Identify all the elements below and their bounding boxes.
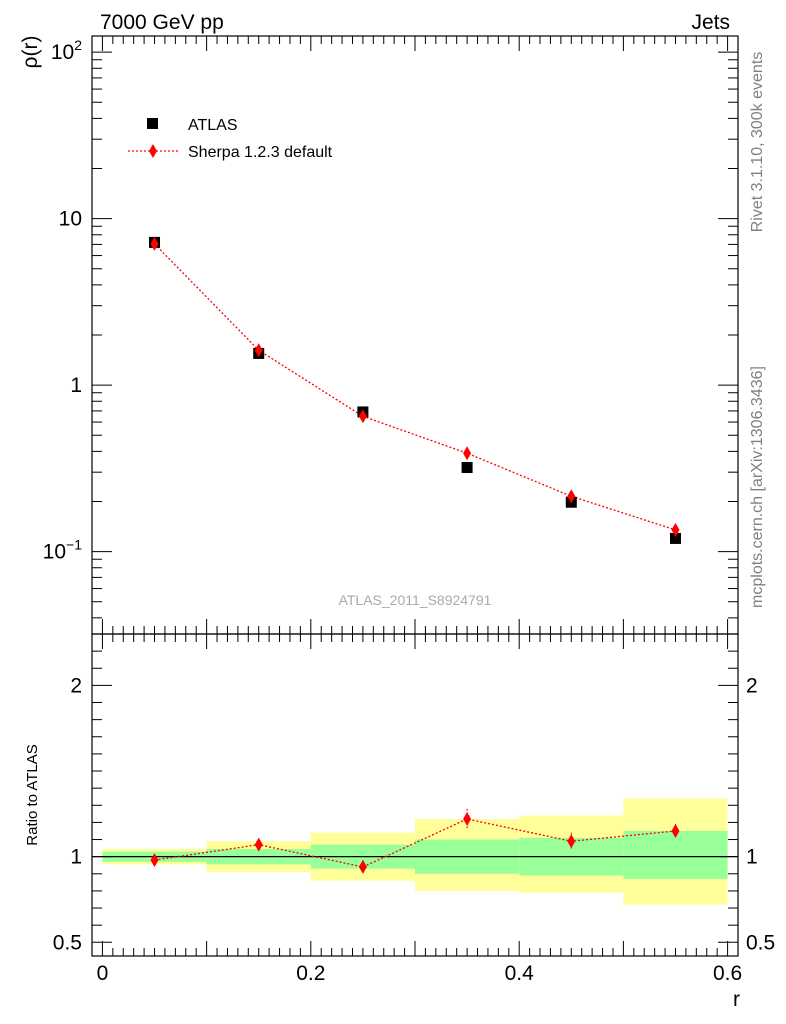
ratio-panel-frame	[91, 633, 739, 957]
ratio-bands	[92, 798, 738, 905]
tick-labels: 0 0.2 0.4 0.6 10−1 1 10 102 0.5 0.5 1 1 2 2	[43, 37, 776, 985]
y-tick-label-ratio-right: 0.5	[746, 931, 775, 954]
x-tick-label: 0.6	[713, 962, 742, 985]
y-tick-label-ratio-right: 1	[746, 846, 758, 869]
header-left: 7000 GeV pp	[100, 11, 224, 34]
atlas-point	[461, 462, 473, 474]
y-tick-label-ratio-left: 2	[70, 674, 82, 697]
sherpa-ratio-point	[463, 811, 472, 826]
header-right: Jets	[691, 11, 730, 34]
sherpa-point	[358, 409, 367, 424]
x-axis-label: r	[733, 988, 740, 1011]
legend-atlas-label: ATLAS	[188, 117, 238, 134]
sherpa-ratio-point	[150, 853, 159, 868]
sherpa-point	[150, 236, 159, 251]
sherpa-ratio-line	[154, 818, 676, 868]
rivet-label: Rivet 3.1.10, 300k events	[749, 52, 766, 233]
x-tick-label: 0.4	[505, 962, 535, 985]
sherpa-point	[254, 343, 263, 358]
y-tick-label-main: 102	[51, 37, 82, 64]
ratio-band-inner	[623, 830, 728, 879]
data-series	[149, 236, 681, 874]
mcplots-label: mcplots.cern.ch [arXiv:1306.3436]	[749, 366, 766, 608]
sherpa-point	[671, 522, 680, 537]
atlas-point	[669, 532, 681, 544]
sherpa-point	[463, 446, 472, 461]
x-tick-label: 0	[97, 962, 109, 985]
legend-atlas-marker	[147, 118, 158, 129]
y-tick-label-main: 10−1	[43, 537, 83, 564]
y-tick-label-ratio-left: 1	[70, 846, 82, 869]
analysis-tag: ATLAS_2011_S8924791	[339, 592, 492, 608]
y-tick-label-main: 10	[59, 208, 82, 231]
ratio-y-label: Ratio to ATLAS	[24, 744, 41, 845]
sherpa-ratio-point	[567, 834, 576, 849]
x-tick-label: 0.2	[296, 962, 325, 985]
y-tick-label-ratio-right: 2	[746, 674, 758, 697]
sherpa-ratio-point	[671, 823, 680, 838]
main-y-label: ρ(r)	[19, 36, 42, 69]
legend-sherpa-label: Sherpa 1.2.3 default	[188, 144, 333, 161]
y-tick-label-main: 1	[70, 374, 82, 397]
sherpa-line	[154, 243, 676, 531]
sherpa-ratio-point	[254, 837, 263, 852]
sherpa-point	[567, 489, 576, 504]
sherpa-ratio-point	[358, 859, 367, 874]
axis-ticks	[92, 36, 738, 956]
legend-sherpa-marker	[149, 144, 157, 158]
legend: ATLAS Sherpa 1.2.3 default	[128, 117, 333, 161]
y-tick-label-ratio-left: 0.5	[53, 931, 82, 954]
